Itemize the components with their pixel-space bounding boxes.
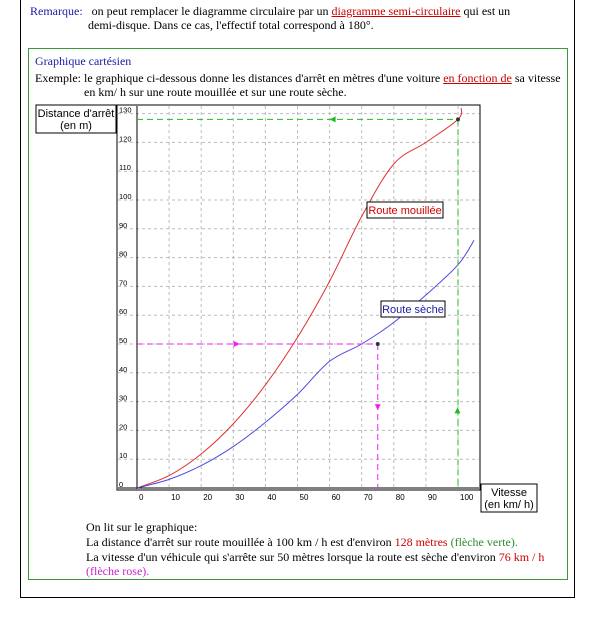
- y-tick-label: 60: [119, 307, 127, 316]
- pink-arrow-right: [233, 341, 240, 347]
- x-axis-label-line-1: Vitesse: [491, 487, 527, 499]
- x-tick-label: 0: [139, 493, 144, 502]
- y-axis-label-line-1: Distance d'arrêt: [38, 108, 115, 120]
- x-tick-label: 10: [171, 493, 180, 502]
- conclusion-text-1: La distance d'arrêt sur route mouillée à…: [86, 535, 392, 549]
- wet-distance-value: 128 mètres: [394, 535, 448, 549]
- pink-point: [375, 342, 380, 346]
- dry-road-curve: [136, 240, 475, 489]
- conclusion-text-2: La vitesse d'un véhicule qui s'arrête su…: [86, 550, 496, 564]
- wet-road-curve: [136, 107, 463, 489]
- green-arrow-note: (flèche verte).: [450, 535, 518, 549]
- example-line-2: en km/ h sur une route mouillée et sur u…: [84, 85, 347, 99]
- pink-arrow-note: (flèche rose).: [86, 564, 150, 578]
- x-tick-label: 90: [428, 493, 437, 502]
- y-axis-label-line-2: (en m): [60, 120, 92, 132]
- green-arrow-left: [329, 116, 336, 123]
- page-frame: [20, 0, 575, 598]
- remark-label: Remarque:: [30, 4, 83, 18]
- y-tick-label: 40: [119, 365, 127, 374]
- x-tick-label: 60: [332, 493, 341, 502]
- example-text-1-post: sa vitesse: [514, 71, 561, 85]
- x-tick-label: 80: [396, 493, 405, 502]
- conclusion-line-1: La distance d'arrêt sur route mouillée à…: [86, 535, 518, 549]
- x-axis-label-box: [480, 483, 538, 513]
- y-tick-label: 10: [119, 451, 127, 460]
- dry-speed-value: 76 km / h: [498, 550, 545, 564]
- x-tick-label: 100: [460, 493, 474, 502]
- legend-dry-road: Route sèche: [382, 304, 444, 316]
- x-axis-label-line-2: (en km/ h): [484, 499, 534, 511]
- x-tick-label: 20: [203, 493, 212, 502]
- y-tick-label: 70: [119, 278, 127, 287]
- y-tick-label: 50: [119, 336, 127, 345]
- semi-circular-link[interactable]: diagramme semi-circulaire: [331, 4, 461, 18]
- legend-dry-box: [380, 300, 446, 318]
- y-tick-label: 80: [119, 250, 127, 259]
- x-tick-label: 30: [235, 493, 244, 502]
- remark-text-1-post: qui est un: [463, 4, 511, 18]
- y-tick-label: 90: [119, 221, 127, 230]
- section-title: Graphique cartésien: [35, 54, 132, 68]
- x-tick-label: 50: [300, 493, 309, 502]
- legend-wet-box: [366, 201, 444, 219]
- function-link[interactable]: en fonction de: [443, 71, 512, 85]
- green-arrow-up: [454, 407, 461, 414]
- remark-line-1: Remarque: on peut remplacer le diagramme…: [30, 4, 510, 18]
- y-tick-label: 120: [119, 134, 132, 143]
- x-tick-label: 40: [267, 493, 276, 502]
- y-tick-label: 20: [119, 422, 127, 431]
- conclusion-intro: On lit sur le graphique:: [86, 520, 198, 534]
- remark-line-2: demi-disque. Dans ce cas, l'effectif tot…: [88, 18, 374, 32]
- y-axis-label-box: [35, 104, 117, 134]
- green-point: [456, 117, 460, 122]
- y-tick-label: 100: [119, 192, 132, 201]
- legend-wet-road: Route mouillée: [368, 205, 441, 217]
- y-tick-label: 0: [119, 480, 123, 489]
- remark-text-1: on peut remplacer le diagramme circulair…: [91, 4, 329, 18]
- y-tick-label: 30: [119, 394, 127, 403]
- x-tick-label: 70: [364, 493, 373, 502]
- cartesian-section: [28, 48, 568, 580]
- conclusion-line-2: La vitesse d'un véhicule qui s'arrête su…: [86, 550, 544, 564]
- plot-frame: [116, 104, 481, 491]
- y-tick-label: 130: [119, 106, 132, 115]
- example-line-1: Exemple: le graphique ci-dessous donne l…: [35, 71, 561, 85]
- example-text-1: Exemple: le graphique ci-dessous donne l…: [35, 71, 441, 85]
- y-tick-label: 110: [119, 163, 131, 172]
- pink-arrow-down: [374, 404, 381, 411]
